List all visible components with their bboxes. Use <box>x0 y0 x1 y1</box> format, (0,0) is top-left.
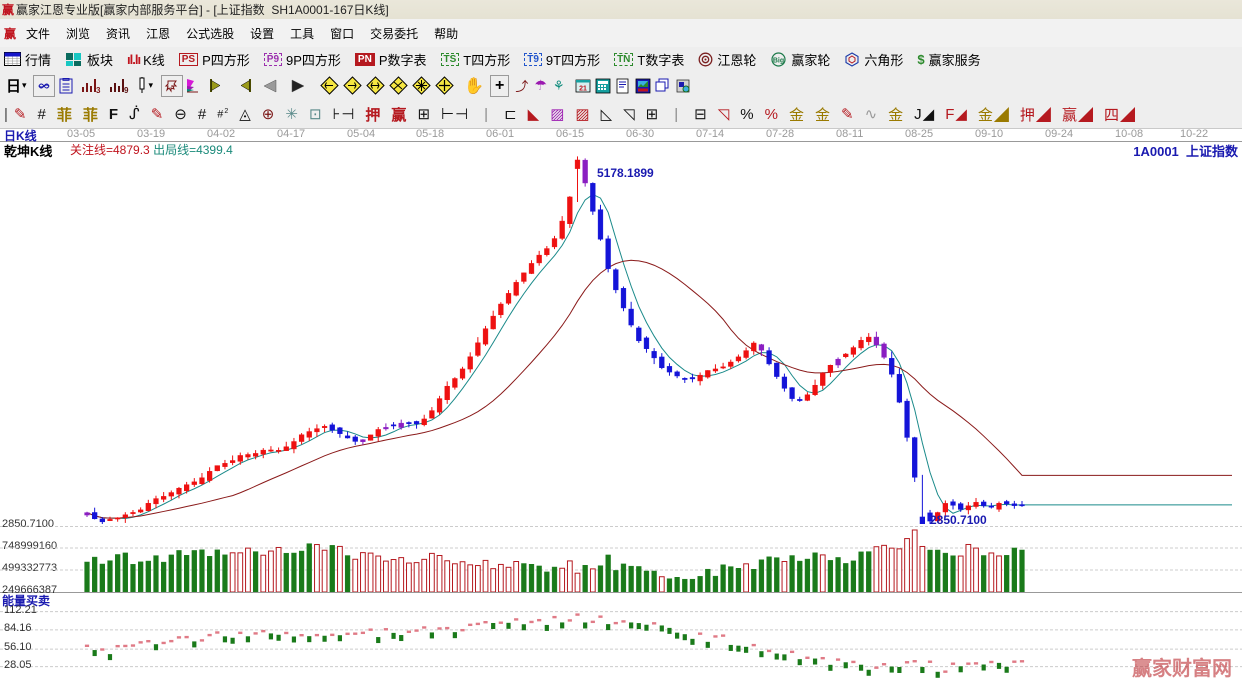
svg-text:21: 21 <box>579 85 587 92</box>
svg-text:3: 3 <box>96 86 101 94</box>
svg-text:Big: Big <box>773 57 784 64</box>
svg-text:9: 9 <box>124 86 129 94</box>
